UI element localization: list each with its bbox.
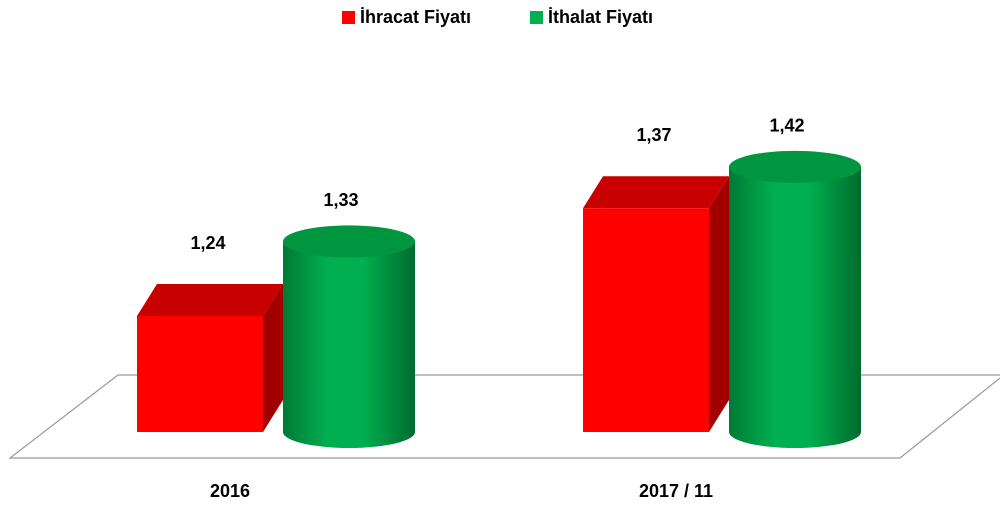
bar-face [137, 316, 263, 432]
legend-label: İhracat Fiyatı [360, 7, 471, 27]
bar [583, 176, 729, 432]
value-label: 1,37 [636, 125, 671, 145]
bar-face [729, 150, 861, 183]
bar-face [263, 284, 283, 432]
x-tick-label: 2017 / 11 [639, 481, 713, 501]
bar [729, 150, 861, 448]
legend-swatch [530, 11, 543, 24]
value-label: 1,42 [769, 116, 804, 136]
bar-face [583, 176, 729, 209]
legend-swatch [342, 11, 355, 24]
bar [283, 225, 415, 448]
bar-face [729, 166, 861, 448]
bar-face [583, 208, 709, 432]
value-label: 1,33 [323, 190, 358, 210]
bar [137, 284, 283, 432]
bar-face [137, 284, 283, 316]
bar-face [709, 176, 729, 432]
value-label: 1,24 [190, 233, 225, 253]
bar-face [283, 225, 415, 258]
legend-label: İthalat Fiyatı [548, 7, 653, 27]
x-tick-label: 2016 [210, 481, 250, 501]
bar-face [283, 241, 415, 448]
